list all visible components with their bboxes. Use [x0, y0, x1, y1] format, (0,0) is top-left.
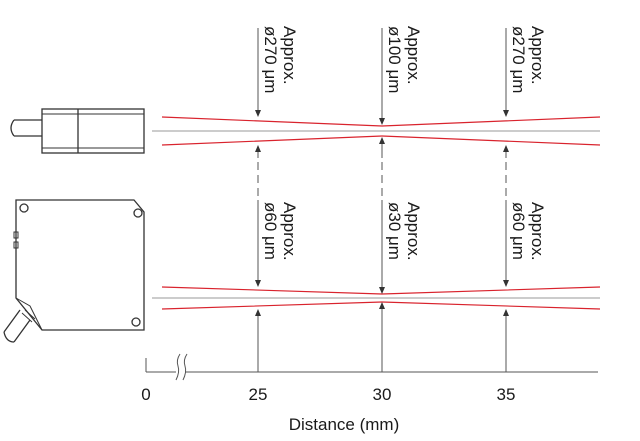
- bottom-sensor: [3, 199, 145, 343]
- arrow-top-35-up: [503, 145, 509, 152]
- bottom-label-35-line2: ø60 μm: [509, 202, 528, 260]
- bottom-sensor-cable: [3, 309, 31, 343]
- arrow-bottom-30-up: [379, 302, 385, 309]
- bottom-label-30-line2: ø30 μm: [385, 202, 404, 260]
- arrow-bottom-35-down: [503, 280, 509, 287]
- arrow-top-35-down: [503, 110, 509, 117]
- arrow-top-25-up: [255, 145, 261, 152]
- axis-break-1: [175, 353, 181, 381]
- top-beam: [161, 116, 601, 146]
- bottom-sensor-mount-hole-bottom: [131, 317, 141, 327]
- arrow-top-30-up: [379, 137, 385, 144]
- bottom-beam-labels: Approx. ø60 μm Approx. ø30 μm Approx. ø6…: [261, 202, 547, 261]
- axis-tick-labels: 0 25 30 35: [141, 385, 515, 404]
- bottom-sensor-cable-grip: [21, 309, 36, 323]
- top-sensor: [10, 108, 145, 154]
- bottom-sensor-body: [15, 199, 145, 331]
- dimension-lines: [257, 28, 507, 372]
- bottom-sensor-indicator-1: [13, 231, 19, 239]
- top-label-30-line1: Approx.: [404, 26, 423, 85]
- top-sensor-cable: [14, 119, 42, 137]
- top-label-35-line2: ø270 μm: [509, 26, 528, 93]
- bottom-label-35-line1: Approx.: [528, 202, 547, 261]
- bottom-label-25-line2: ø60 μm: [261, 202, 280, 260]
- axis-break-2: [182, 353, 188, 381]
- tick-label-30: 30: [373, 385, 392, 404]
- arrow-bottom-25-down: [255, 280, 261, 287]
- tick-label-35: 35: [497, 385, 516, 404]
- arrow-bottom-35-up: [503, 309, 509, 316]
- bottom-label-25: Approx. ø60 μm: [261, 202, 299, 261]
- arrowheads: [255, 110, 509, 316]
- distance-axis: [145, 353, 598, 381]
- top-label-35: Approx. ø270 μm: [509, 26, 547, 93]
- top-sensor-body: [41, 108, 145, 154]
- bottom-sensor-mount-hole-right: [133, 208, 143, 218]
- arrow-bottom-30-down: [379, 287, 385, 294]
- bottom-sensor-cable-end: [3, 331, 15, 343]
- bottom-sensor-chamfer: [15, 297, 43, 331]
- bottom-sensor-indicator-2: [13, 241, 19, 249]
- arrow-bottom-25-up: [255, 309, 261, 316]
- bottom-label-30-line1: Approx.: [404, 202, 423, 261]
- top-label-30-line2: ø100 μm: [385, 26, 404, 93]
- arrow-top-30-down: [379, 118, 385, 125]
- bottom-sensor-mount-hole-top: [19, 203, 29, 213]
- top-beam-upper-edge: [161, 116, 601, 127]
- top-label-30: Approx. ø100 μm: [385, 26, 423, 93]
- bottom-label-25-line1: Approx.: [280, 202, 299, 261]
- tick-label-25: 25: [249, 385, 268, 404]
- top-label-25-line1: Approx.: [280, 26, 299, 85]
- top-sensor-cable-end: [10, 119, 15, 137]
- top-label-35-line1: Approx.: [528, 26, 547, 85]
- top-beam-lower-edge: [161, 135, 601, 146]
- bottom-label-30: Approx. ø30 μm: [385, 202, 423, 261]
- axis-title: Distance (mm): [289, 415, 400, 434]
- tick-label-0: 0: [141, 385, 150, 404]
- top-beam-labels: Approx. ø270 μm Approx. ø100 μm Approx. …: [261, 26, 547, 93]
- bottom-label-35: Approx. ø60 μm: [509, 202, 547, 261]
- arrow-top-25-down: [255, 110, 261, 117]
- top-label-25: Approx. ø270 μm: [261, 26, 299, 93]
- top-label-25-line2: ø270 μm: [261, 26, 280, 93]
